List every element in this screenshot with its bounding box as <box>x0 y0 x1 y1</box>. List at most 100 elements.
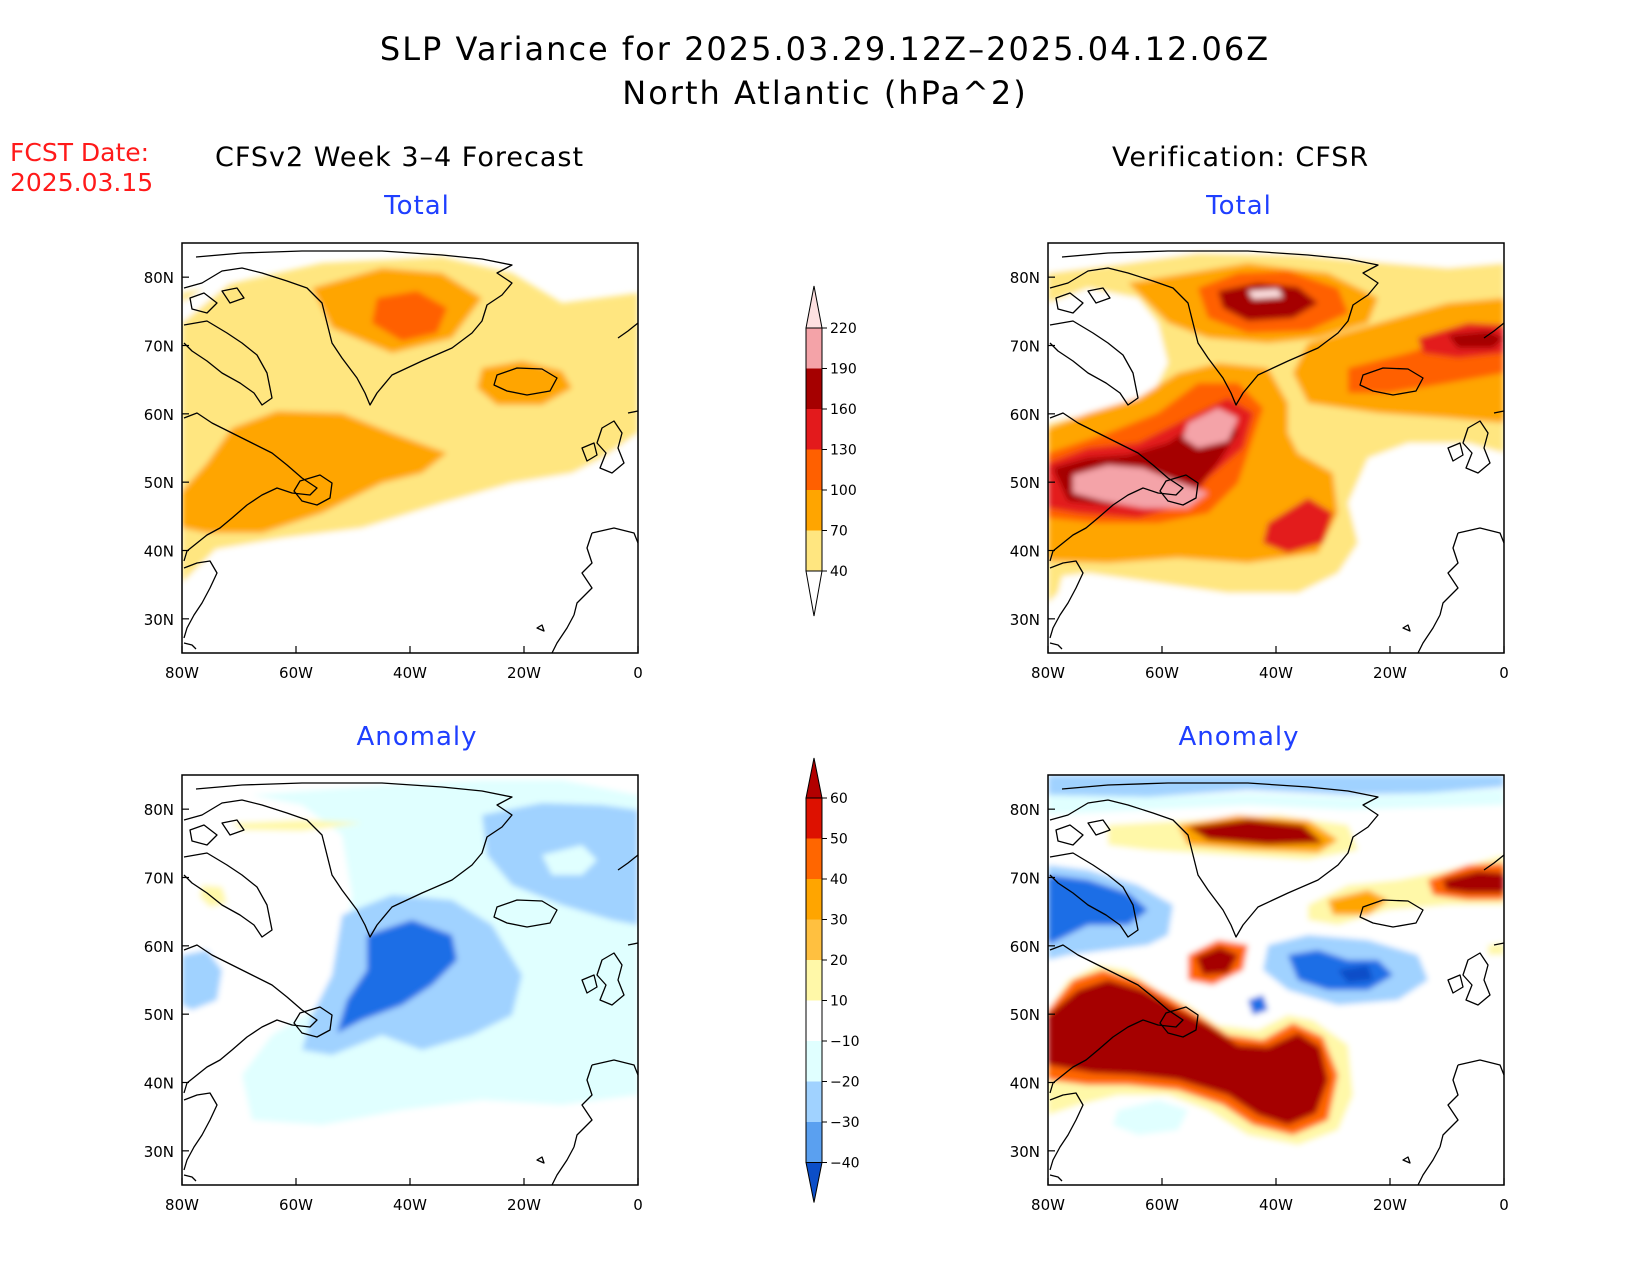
lat-tick-label: 50N <box>144 474 174 492</box>
lat-tick-label: 40N <box>1010 543 1040 561</box>
forecast-total-title: Total <box>384 191 450 221</box>
colorbar-label: 60 <box>830 791 848 807</box>
forecast-anomaly-panel: 80W 60W 40W 20W 0 80N 70N 60N 50N 40N 30N <box>144 774 643 1214</box>
colorbar-label: 40 <box>830 872 848 888</box>
figure-title: SLP Variance for 2025.03.29.12Z–2025.04.… <box>379 30 1271 68</box>
colorbar-upper-triangle <box>805 285 823 329</box>
lat-tick-label: 70N <box>1010 870 1040 888</box>
lon-tick-label: 60W <box>1145 664 1179 682</box>
lon-tick-label: 60W <box>279 1196 313 1214</box>
lat-tick-label: 80N <box>144 801 174 819</box>
colorbar-lower-triangle <box>805 570 823 617</box>
colorbar-label: −40 <box>830 1156 860 1172</box>
colorbar-swatch <box>806 1000 822 1041</box>
fcst-date-value: 2025.03.15 <box>10 168 154 197</box>
colorbar-label: 50 <box>830 832 848 848</box>
lat-tick-label: 50N <box>144 1006 174 1024</box>
fcst-date-label: FCST Date: <box>10 138 150 167</box>
lon-tick-label: 40W <box>393 664 427 682</box>
colorbar-swatch <box>806 530 822 571</box>
verification-total-title: Total <box>1206 191 1272 221</box>
lon-tick-label: 40W <box>393 1196 427 1214</box>
lat-tick-label: 30N <box>144 1143 174 1161</box>
lat-tick-label: 80N <box>1010 801 1040 819</box>
forecast-anomaly-title: Anomaly <box>356 722 478 752</box>
lon-tick-label: 20W <box>507 1196 541 1214</box>
forecast-anomaly-axes: 80W 60W 40W 20W 0 80N 70N 60N 50N 40N 30N <box>144 801 643 1214</box>
verification-anomaly-panel: 80W 60W 40W 20W 0 80N 70N 60N 50N 40N 30N <box>1010 774 1509 1214</box>
colorbar-label: 190 <box>830 362 857 378</box>
colorbar-label: −20 <box>830 1075 860 1091</box>
lon-tick-label: 40W <box>1259 1196 1293 1214</box>
colorbar-swatch <box>806 960 822 1001</box>
lon-tick-label: 80W <box>165 1196 199 1214</box>
colorbar-label: 20 <box>830 953 848 969</box>
forecast-total-axes: 80W 60W 40W 20W 0 80N 70N 60N 50N 40N 30N <box>144 269 643 682</box>
forecast-total-panel: 80W 60W 40W 20W 0 80N 70N 60N 50N 40N 30N <box>144 242 643 682</box>
lat-tick-label: 40N <box>144 543 174 561</box>
lon-tick-label: 20W <box>1373 664 1407 682</box>
lat-tick-label: 40N <box>1010 1075 1040 1093</box>
lon-tick-label: 20W <box>1373 1196 1407 1214</box>
lat-tick-label: 50N <box>1010 474 1040 492</box>
lon-tick-label: 80W <box>1031 1196 1065 1214</box>
verification-anomaly-axes: 80W 60W 40W 20W 0 80N 70N 60N 50N 40N 30N <box>1010 801 1509 1214</box>
lat-tick-label: 80N <box>1010 269 1040 287</box>
colorbar-swatch <box>806 879 822 920</box>
forecast-column-title: CFSv2 Week 3–4 Forecast <box>215 142 585 173</box>
verification-column-title: Verification: CFSR <box>1112 142 1370 173</box>
lon-tick-label: 60W <box>279 664 313 682</box>
colorbar-label: 130 <box>830 443 857 459</box>
colorbar-label: 220 <box>830 321 857 337</box>
lat-tick-label: 40N <box>144 1075 174 1093</box>
verification-total-axes: 80W 60W 40W 20W 0 80N 70N 60N 50N 40N 30N <box>1010 269 1509 682</box>
lat-tick-label: 70N <box>144 338 174 356</box>
lon-tick-label: 20W <box>507 664 541 682</box>
colorbar-swatch <box>806 798 822 839</box>
lat-tick-label: 50N <box>1010 1006 1040 1024</box>
lon-tick-label: 0 <box>1499 664 1509 682</box>
colorbar-label: 30 <box>830 913 848 929</box>
colorbar-swatch <box>806 368 822 409</box>
colorbar-lower-triangle <box>805 1162 823 1203</box>
colorbar-label: −10 <box>830 1034 860 1050</box>
colorbar-swatch <box>806 449 822 490</box>
lon-tick-label: 40W <box>1259 664 1293 682</box>
lat-tick-label: 30N <box>1010 611 1040 629</box>
colorbar-frame <box>805 797 823 1163</box>
anomaly-colorbar: 60 50 40 30 20 10 −10 −20 −30 −40 <box>805 757 860 1203</box>
colorbar-swatch <box>806 409 822 450</box>
colorbar-label: −30 <box>830 1115 860 1131</box>
lon-tick-label: 80W <box>1031 664 1065 682</box>
lon-tick-label: 60W <box>1145 1196 1179 1214</box>
lat-tick-label: 30N <box>1010 1143 1040 1161</box>
colorbar-label: 160 <box>830 402 857 418</box>
colorbar-upper-triangle <box>805 757 823 799</box>
lon-tick-label: 0 <box>1499 1196 1509 1214</box>
colorbar-swatch <box>806 1041 822 1082</box>
colorbar-label: 40 <box>830 564 848 580</box>
colorbar-label: 10 <box>830 994 848 1010</box>
lon-tick-label: 80W <box>165 664 199 682</box>
lat-tick-label: 60N <box>1010 938 1040 956</box>
colorbar-swatch <box>806 1122 822 1163</box>
lat-tick-label: 60N <box>144 406 174 424</box>
colorbar-swatch <box>806 490 822 531</box>
colorbar-swatch <box>806 838 822 879</box>
lon-tick-label: 0 <box>633 1196 643 1214</box>
figure-subtitle: North Atlantic (hPa^2) <box>622 74 1028 112</box>
lat-tick-label: 60N <box>1010 406 1040 424</box>
lat-tick-label: 60N <box>144 938 174 956</box>
lat-tick-label: 70N <box>144 870 174 888</box>
colorbar-swatch <box>806 1081 822 1122</box>
lat-tick-label: 80N <box>144 269 174 287</box>
lat-tick-label: 70N <box>1010 338 1040 356</box>
lon-tick-label: 0 <box>633 664 643 682</box>
colorbar-swatch <box>806 919 822 960</box>
verification-anomaly-title: Anomaly <box>1178 722 1300 752</box>
colorbar-label: 100 <box>830 483 857 499</box>
total-colorbar: 40 70 100 130 160 190 220 <box>805 285 857 617</box>
verification-total-panel: 80W 60W 40W 20W 0 80N 70N 60N 50N 40N 30N <box>1010 242 1509 682</box>
colorbar-swatch <box>806 328 822 369</box>
